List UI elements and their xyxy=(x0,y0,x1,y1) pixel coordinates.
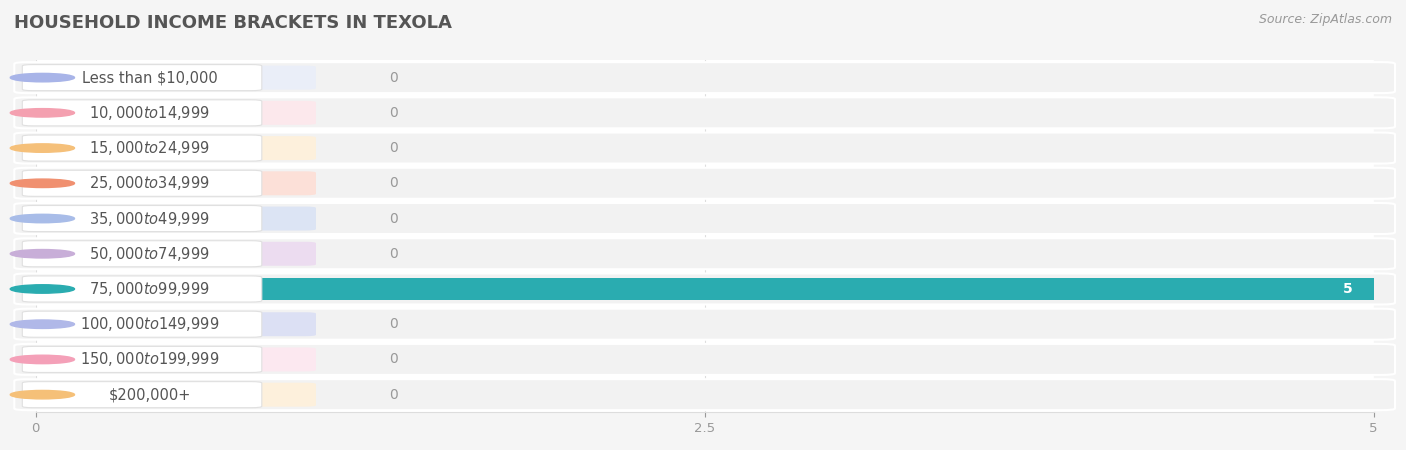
FancyBboxPatch shape xyxy=(14,168,1395,199)
FancyBboxPatch shape xyxy=(170,242,316,266)
FancyBboxPatch shape xyxy=(170,66,316,90)
FancyBboxPatch shape xyxy=(22,65,262,90)
Bar xyxy=(35,278,1374,300)
Text: $50,000 to $74,999: $50,000 to $74,999 xyxy=(90,245,209,263)
Circle shape xyxy=(10,250,75,258)
FancyBboxPatch shape xyxy=(22,135,262,161)
Text: 0: 0 xyxy=(389,106,398,120)
FancyBboxPatch shape xyxy=(170,382,316,407)
Circle shape xyxy=(10,355,75,364)
Circle shape xyxy=(10,320,75,328)
FancyBboxPatch shape xyxy=(14,379,1395,410)
FancyBboxPatch shape xyxy=(22,276,262,302)
FancyBboxPatch shape xyxy=(170,136,316,160)
Text: 0: 0 xyxy=(389,352,398,366)
FancyBboxPatch shape xyxy=(22,170,262,196)
Text: $150,000 to $199,999: $150,000 to $199,999 xyxy=(80,351,219,369)
FancyBboxPatch shape xyxy=(14,344,1395,375)
Circle shape xyxy=(10,144,75,152)
Text: $25,000 to $34,999: $25,000 to $34,999 xyxy=(90,174,209,192)
Text: $35,000 to $49,999: $35,000 to $49,999 xyxy=(90,210,209,228)
Text: 5: 5 xyxy=(1343,282,1353,296)
Circle shape xyxy=(10,73,75,82)
Circle shape xyxy=(10,285,75,293)
FancyBboxPatch shape xyxy=(22,346,262,373)
FancyBboxPatch shape xyxy=(170,347,316,371)
FancyBboxPatch shape xyxy=(170,207,316,230)
FancyBboxPatch shape xyxy=(14,97,1395,128)
FancyBboxPatch shape xyxy=(14,309,1395,340)
Circle shape xyxy=(10,391,75,399)
Text: 0: 0 xyxy=(389,212,398,225)
Text: $10,000 to $14,999: $10,000 to $14,999 xyxy=(90,104,209,122)
Text: $75,000 to $99,999: $75,000 to $99,999 xyxy=(90,280,209,298)
Text: Less than $10,000: Less than $10,000 xyxy=(82,70,218,85)
Text: 0: 0 xyxy=(389,247,398,261)
FancyBboxPatch shape xyxy=(14,274,1395,305)
FancyBboxPatch shape xyxy=(22,206,262,232)
FancyBboxPatch shape xyxy=(14,203,1395,234)
Text: 0: 0 xyxy=(389,71,398,85)
Circle shape xyxy=(10,214,75,223)
FancyBboxPatch shape xyxy=(22,382,262,408)
Text: 0: 0 xyxy=(389,141,398,155)
Circle shape xyxy=(10,108,75,117)
FancyBboxPatch shape xyxy=(22,100,262,126)
Text: Source: ZipAtlas.com: Source: ZipAtlas.com xyxy=(1258,14,1392,27)
Text: $200,000+: $200,000+ xyxy=(108,387,191,402)
Text: HOUSEHOLD INCOME BRACKETS IN TEXOLA: HOUSEHOLD INCOME BRACKETS IN TEXOLA xyxy=(14,14,451,32)
FancyBboxPatch shape xyxy=(22,311,262,337)
FancyBboxPatch shape xyxy=(170,312,316,336)
FancyBboxPatch shape xyxy=(22,241,262,267)
FancyBboxPatch shape xyxy=(14,238,1395,269)
Text: 0: 0 xyxy=(389,176,398,190)
Text: $100,000 to $149,999: $100,000 to $149,999 xyxy=(80,315,219,333)
Text: $15,000 to $24,999: $15,000 to $24,999 xyxy=(90,139,209,157)
Text: 0: 0 xyxy=(389,317,398,331)
FancyBboxPatch shape xyxy=(14,62,1395,93)
FancyBboxPatch shape xyxy=(14,133,1395,163)
Text: 0: 0 xyxy=(389,387,398,402)
FancyBboxPatch shape xyxy=(170,101,316,125)
FancyBboxPatch shape xyxy=(170,171,316,195)
Circle shape xyxy=(10,179,75,188)
